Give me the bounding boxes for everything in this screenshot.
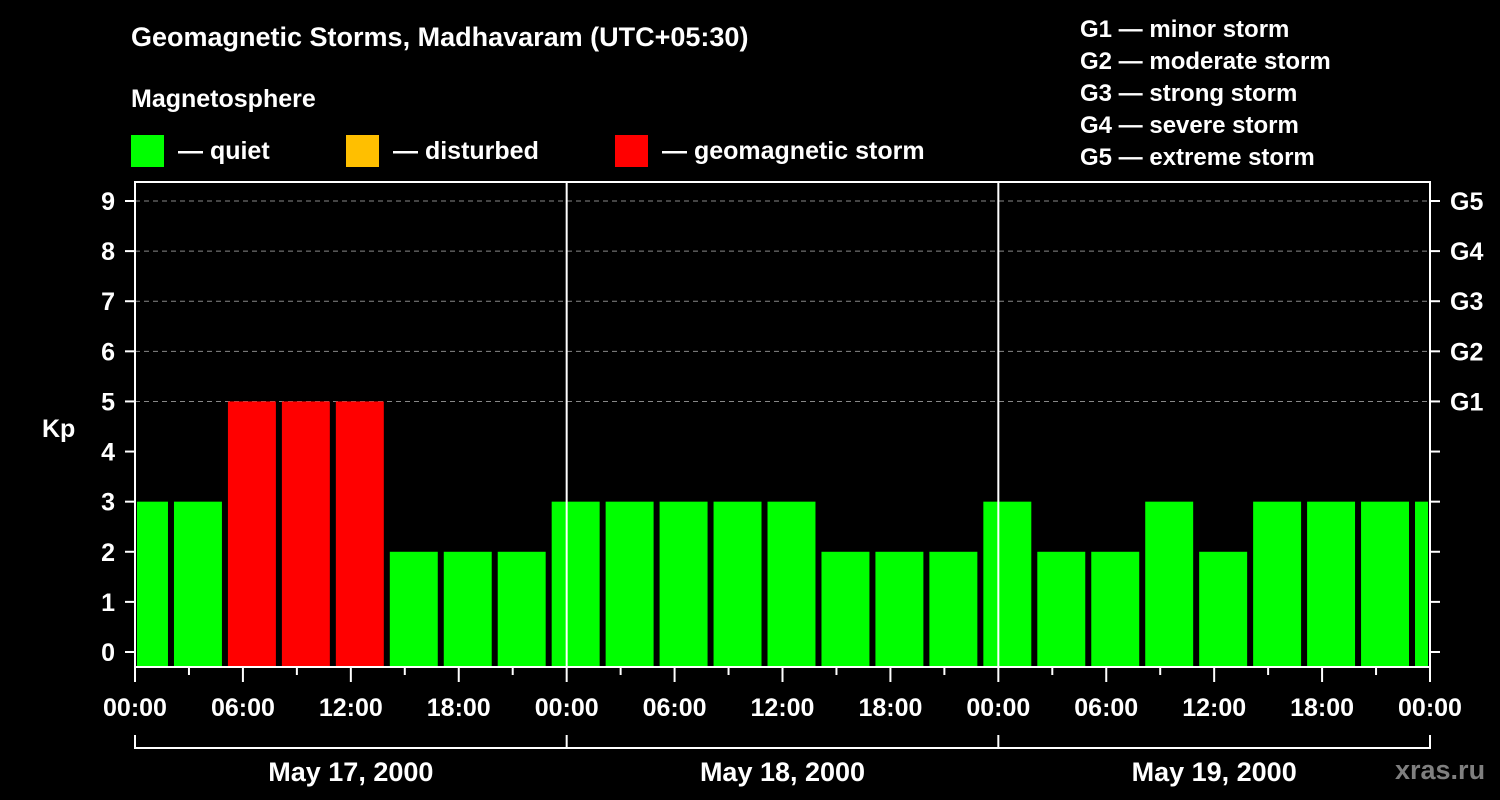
- chart-title: Geomagnetic Storms, Madhavaram (UTC+05:3…: [131, 22, 749, 52]
- g-scale-item: G5 — extreme storm: [1080, 144, 1315, 171]
- kp-bar: [551, 501, 600, 667]
- day-label: May 17, 2000: [268, 757, 433, 787]
- x-tick-label: 06:00: [1074, 694, 1138, 722]
- x-tick-label: 18:00: [858, 694, 922, 722]
- legend-item-quiet: — quiet: [131, 135, 270, 167]
- kp-bar: [1415, 501, 1428, 667]
- kp-bar: [1361, 501, 1410, 667]
- legend-label-disturbed: — disturbed: [393, 136, 539, 165]
- kp-bar: [605, 501, 654, 667]
- legend-heading: Magnetosphere: [131, 85, 316, 113]
- legend-swatch-quiet: [131, 135, 164, 167]
- y-tick-label: 1: [101, 589, 115, 617]
- x-tick-label: 06:00: [643, 694, 707, 722]
- day-label: May 18, 2000: [700, 757, 865, 787]
- kp-bar: [983, 501, 1032, 667]
- legend-swatch-storm: [615, 135, 648, 167]
- g-level-label: G4: [1450, 238, 1483, 266]
- watermark: xras.ru: [1395, 755, 1486, 785]
- kp-bar: [713, 501, 762, 667]
- kp-bar: [1307, 501, 1356, 667]
- kp-bar: [1199, 551, 1248, 667]
- y-tick-label: 5: [101, 388, 115, 416]
- y-tick-label: 4: [101, 439, 115, 467]
- kp-bar: [497, 551, 546, 667]
- kp-bar: [929, 551, 978, 667]
- g-scale-item: G3 — strong storm: [1080, 80, 1298, 107]
- day-label: May 19, 2000: [1132, 757, 1297, 787]
- kp-bar: [659, 501, 708, 667]
- y-axis-label: Kp: [42, 415, 75, 443]
- kp-bar: [767, 501, 816, 667]
- x-tick-label: 00:00: [103, 694, 167, 722]
- x-tick-label: 00:00: [1398, 694, 1462, 722]
- g-level-label: G5: [1450, 188, 1483, 216]
- kp-bar: [1037, 551, 1086, 667]
- y-tick-label: 8: [101, 238, 115, 266]
- g-scale-item: G4 — severe storm: [1080, 112, 1299, 139]
- kp-bar: [443, 551, 492, 667]
- x-tick-label: 06:00: [211, 694, 275, 722]
- x-tick-label: 00:00: [966, 694, 1030, 722]
- g-scale-item: G1 — minor storm: [1080, 16, 1290, 43]
- kp-bar: [821, 551, 870, 667]
- legend-label-storm: — geomagnetic storm: [662, 136, 925, 165]
- y-tick-label: 9: [101, 188, 115, 216]
- g-scale-legend: G1 — minor storm G2 — moderate storm G3 …: [1080, 14, 1331, 174]
- kp-bar: [137, 501, 168, 667]
- legend-item-disturbed: — disturbed: [346, 135, 539, 167]
- day-bracket: [134, 735, 1431, 749]
- g-level-label: G1: [1450, 388, 1483, 416]
- y-tick-label: 0: [101, 639, 115, 667]
- kp-bar: [1253, 501, 1302, 667]
- kp-bar: [1145, 501, 1194, 667]
- y-tick-label: 6: [101, 338, 115, 366]
- x-tick-label: 12:00: [751, 694, 815, 722]
- kp-bar: [281, 401, 330, 667]
- y-tick-label: 2: [101, 539, 115, 567]
- legend-label-quiet: — quiet: [178, 136, 270, 165]
- kp-bar: [389, 551, 438, 667]
- kp-bar: [1091, 551, 1140, 667]
- x-tick-label: 18:00: [427, 694, 491, 722]
- g-scale-item: G2 — moderate storm: [1080, 48, 1331, 75]
- g-level-label: G2: [1450, 338, 1483, 366]
- legend-item-storm: — geomagnetic storm: [615, 135, 925, 167]
- kp-bar: [875, 551, 924, 667]
- kp-bar: [227, 401, 276, 667]
- x-tick-label: 12:00: [1182, 694, 1246, 722]
- kp-bar: [173, 501, 222, 667]
- x-tick-label: 18:00: [1290, 694, 1354, 722]
- legend-swatch-disturbed: [346, 135, 379, 167]
- x-tick-label: 12:00: [319, 694, 383, 722]
- y-tick-label: 7: [101, 288, 115, 316]
- kp-bar: [335, 401, 384, 667]
- g-level-label: G3: [1450, 288, 1483, 316]
- y-tick-label: 3: [101, 489, 115, 517]
- x-tick-label: 00:00: [535, 694, 599, 722]
